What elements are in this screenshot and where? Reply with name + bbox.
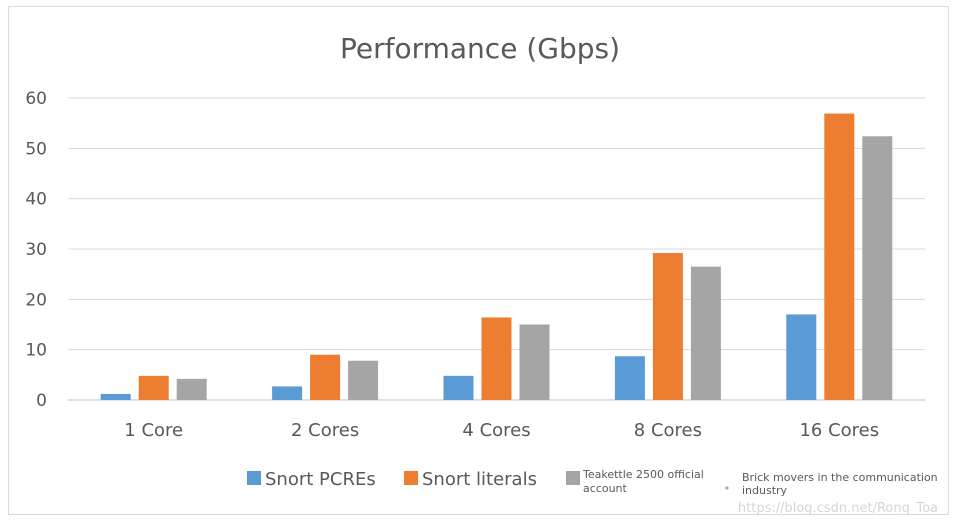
y-tick-label: 10 xyxy=(25,341,47,361)
x-tick-label: 2 Cores xyxy=(291,420,359,441)
legend-label-snort-literals: Snort literals xyxy=(422,469,537,490)
y-tick-label: 60 xyxy=(25,89,47,109)
bar-snort-literals-1-core xyxy=(138,375,169,400)
legend-label-teakettle: Teakettle 2500 official account xyxy=(582,468,707,495)
bar-teakettle-2500-official-account-8-cores xyxy=(690,266,721,400)
x-tick-label: 1 Core xyxy=(124,420,183,441)
watermark: https://blog.csdn.net/Rong_Toa xyxy=(738,501,938,516)
y-axis-ticks: 0 10 20 30 40 50 60 xyxy=(25,89,47,411)
y-tick-label: 40 xyxy=(25,190,47,210)
grid-lines xyxy=(68,97,925,401)
bar-teakettle-2500-official-account-2-cores xyxy=(348,360,379,400)
bar-snort-literals-16-cores xyxy=(824,113,855,400)
bar-snort-literals-4-cores xyxy=(481,317,512,400)
legend-label-brick-movers: Brick movers in the communication indust… xyxy=(742,471,941,497)
x-tick-label: 8 Cores xyxy=(634,420,702,441)
legend: Snort PCREs Snort literals Teakettle 250… xyxy=(247,468,941,497)
bar-teakettle-2500-official-account-16-cores xyxy=(862,136,893,400)
legend-swatch-snort-literals xyxy=(404,471,418,485)
y-tick-label: 0 xyxy=(36,391,47,411)
y-tick-label: 50 xyxy=(25,139,47,159)
legend-swatch-teakettle xyxy=(566,471,580,485)
bar-snort-pcres-8-cores xyxy=(614,356,645,400)
bar-teakettle-2500-official-account-4-cores xyxy=(519,324,550,400)
bar-snort-literals-8-cores xyxy=(652,253,683,400)
bar-snort-literals-2-cores xyxy=(310,354,341,400)
y-tick-label: 20 xyxy=(25,290,47,310)
x-axis-ticks: 1 Core 2 Cores 4 Cores 8 Cores 16 Cores xyxy=(124,420,879,441)
legend-swatch-snort-pcres xyxy=(247,471,261,485)
legend-bullet xyxy=(725,486,729,490)
chart-frame xyxy=(8,6,949,515)
bars xyxy=(100,113,893,400)
bar-snort-pcres-16-cores xyxy=(786,314,817,400)
x-tick-label: 16 Cores xyxy=(799,420,879,441)
bar-snort-pcres-2-cores xyxy=(272,386,303,400)
chart-title: Performance (Gbps) xyxy=(340,32,620,65)
legend-label-snort-pcres: Snort PCREs xyxy=(265,469,376,490)
bar-snort-pcres-1-core xyxy=(100,393,131,400)
bar-snort-pcres-4-cores xyxy=(443,375,474,400)
bar-teakettle-2500-official-account-1-core xyxy=(176,378,207,400)
x-tick-label: 4 Cores xyxy=(462,420,530,441)
y-tick-label: 30 xyxy=(25,240,47,260)
